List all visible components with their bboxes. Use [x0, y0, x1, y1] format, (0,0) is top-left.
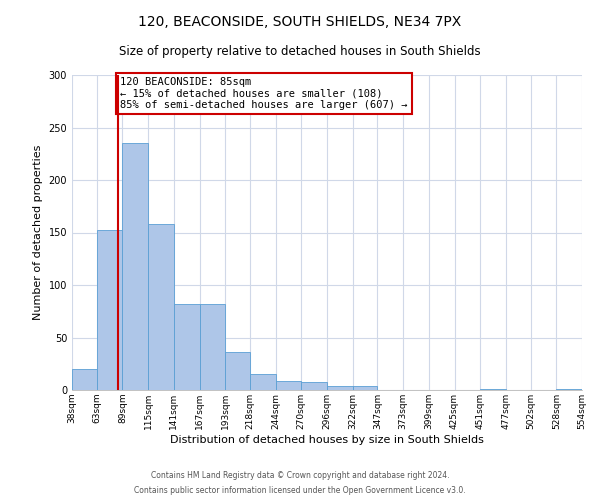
Bar — [72, 369, 97, 390]
Text: Contains public sector information licensed under the Open Government Licence v3: Contains public sector information licen… — [134, 486, 466, 495]
Bar — [556, 389, 582, 390]
Bar — [327, 386, 353, 390]
Bar — [480, 389, 506, 390]
Text: 120 BEACONSIDE: 85sqm
← 15% of detached houses are smaller (108)
85% of semi-det: 120 BEACONSIDE: 85sqm ← 15% of detached … — [121, 77, 408, 110]
Bar — [122, 143, 148, 390]
Bar — [174, 304, 199, 390]
Text: Size of property relative to detached houses in South Shields: Size of property relative to detached ho… — [119, 45, 481, 58]
Bar — [353, 386, 377, 390]
Bar — [225, 352, 250, 390]
Bar — [250, 374, 275, 390]
X-axis label: Distribution of detached houses by size in South Shields: Distribution of detached houses by size … — [170, 434, 484, 444]
Y-axis label: Number of detached properties: Number of detached properties — [33, 145, 43, 320]
Text: Contains HM Land Registry data © Crown copyright and database right 2024.: Contains HM Land Registry data © Crown c… — [151, 471, 449, 480]
Bar — [199, 304, 225, 390]
Text: 120, BEACONSIDE, SOUTH SHIELDS, NE34 7PX: 120, BEACONSIDE, SOUTH SHIELDS, NE34 7PX — [139, 15, 461, 29]
Bar — [275, 380, 301, 390]
Bar — [97, 230, 122, 390]
Bar — [301, 382, 327, 390]
Bar — [148, 224, 174, 390]
